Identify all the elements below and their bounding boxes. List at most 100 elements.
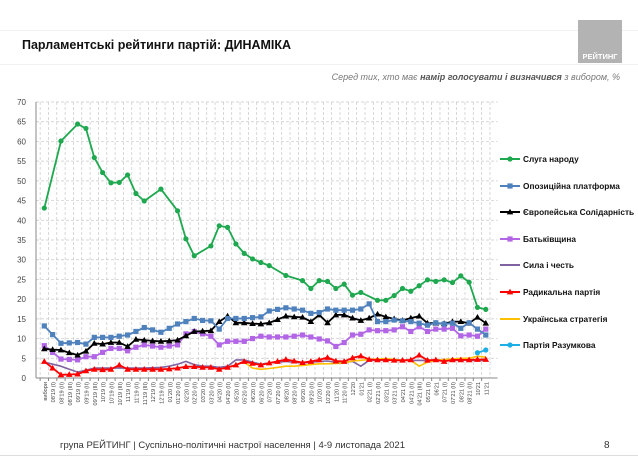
x-tick-label: 06'20 (II) xyxy=(259,382,265,404)
x-tick-label: 09'19 (III) xyxy=(93,382,99,406)
x-tick-label: 01'20 (I) xyxy=(168,382,174,402)
data-point xyxy=(58,138,64,144)
data-point xyxy=(216,223,222,229)
data-point xyxy=(366,301,372,307)
data-point xyxy=(99,340,106,347)
x-tick-label: 02'21 (I) xyxy=(368,382,374,402)
data-point xyxy=(482,356,490,362)
data-point xyxy=(483,347,489,353)
data-point xyxy=(108,180,114,186)
legend-item: Європейська Солідарність xyxy=(499,205,634,219)
x-tick-label: 03'20 (I) xyxy=(201,382,207,402)
data-point xyxy=(165,365,173,372)
x-tick-label: 10'20 (II) xyxy=(326,382,332,404)
data-point xyxy=(99,366,106,373)
page-number: 8 xyxy=(604,440,610,451)
data-point xyxy=(283,334,289,340)
data-point xyxy=(307,318,315,325)
data-point xyxy=(399,324,406,330)
data-point xyxy=(224,224,231,230)
x-tick-label: 07'20 (I) xyxy=(268,382,274,402)
legend-item: Батьківщина xyxy=(499,232,576,246)
data-point xyxy=(308,334,314,340)
data-point xyxy=(91,354,97,360)
legend-swatch-icon xyxy=(500,317,520,320)
data-point xyxy=(41,205,47,211)
x-tick-label: 09'20 (I) xyxy=(301,382,307,402)
data-point xyxy=(449,325,456,331)
data-point xyxy=(50,332,56,338)
series-line xyxy=(43,123,487,311)
data-point xyxy=(382,356,390,363)
data-point xyxy=(308,285,314,292)
data-point xyxy=(449,356,456,363)
legend-item: Радикальна партія xyxy=(499,285,600,299)
data-point xyxy=(241,250,247,257)
x-tick-label: 05'21 (I) xyxy=(426,382,432,402)
data-point xyxy=(174,208,181,214)
x-tick-label: 04'20 (I) xyxy=(218,382,224,402)
x-tick-label: 12'20 xyxy=(351,382,357,396)
x-tick-label: 01'21 xyxy=(359,382,365,396)
data-point xyxy=(333,307,339,313)
data-point xyxy=(90,340,98,346)
data-point xyxy=(257,361,265,368)
series-8 xyxy=(474,347,489,356)
data-point xyxy=(140,366,148,372)
data-point xyxy=(83,125,89,132)
legend-label: Слуга народу xyxy=(523,154,579,164)
data-point xyxy=(332,311,340,318)
data-point xyxy=(140,336,148,343)
data-point xyxy=(441,277,447,283)
x-tick-label: 08'20 (II) xyxy=(293,382,299,404)
x-tick-label: 11'19 (III) xyxy=(143,382,149,405)
data-point xyxy=(466,332,472,338)
data-point xyxy=(207,364,215,370)
data-point xyxy=(433,326,439,332)
data-point xyxy=(357,352,365,359)
data-point xyxy=(374,328,381,334)
data-point xyxy=(191,315,197,322)
data-point xyxy=(283,305,289,311)
data-point xyxy=(282,356,290,362)
x-tick-label: 08'19 (II) xyxy=(59,382,65,404)
x-tick-label: 12'19 (I) xyxy=(151,382,157,402)
x-tick-label: 07'20 (II) xyxy=(276,382,282,404)
data-point xyxy=(433,320,439,326)
x-tick-label: 08'21 (I) xyxy=(459,382,465,402)
data-point xyxy=(299,332,306,338)
x-tick-label: 11'20 (II) xyxy=(343,382,349,404)
data-point xyxy=(299,313,306,320)
x-tick-label: 10'19 (III) xyxy=(118,382,124,406)
data-point xyxy=(233,241,239,247)
x-tick-label: 11'20 (I) xyxy=(334,382,340,402)
data-point xyxy=(90,366,98,372)
data-point xyxy=(183,236,189,242)
data-point xyxy=(91,334,97,340)
data-point xyxy=(166,325,172,331)
legend-label: Європейська Солідарність xyxy=(523,207,635,218)
data-point xyxy=(149,327,156,333)
data-point xyxy=(149,343,156,349)
data-point xyxy=(107,339,115,345)
x-tick-label: 10'21 xyxy=(476,382,482,396)
data-point xyxy=(224,315,231,322)
data-point xyxy=(316,336,322,342)
data-point xyxy=(340,311,348,318)
data-point xyxy=(83,354,89,360)
subtitle-text-end: з вибором, % xyxy=(561,72,620,82)
data-point xyxy=(65,371,73,377)
data-point xyxy=(215,318,223,325)
data-point xyxy=(75,121,81,127)
data-point xyxy=(174,342,181,348)
data-point xyxy=(357,317,365,323)
data-point xyxy=(100,169,106,176)
data-point xyxy=(58,356,64,362)
data-point xyxy=(332,357,340,364)
data-point xyxy=(183,319,189,325)
subtitle-text: Серед тих, хто має xyxy=(331,72,421,82)
y-tick-label: 0 xyxy=(22,374,27,383)
data-point xyxy=(283,272,289,279)
data-point xyxy=(424,277,431,283)
x-tick-label: 02'20 (I) xyxy=(184,382,190,402)
